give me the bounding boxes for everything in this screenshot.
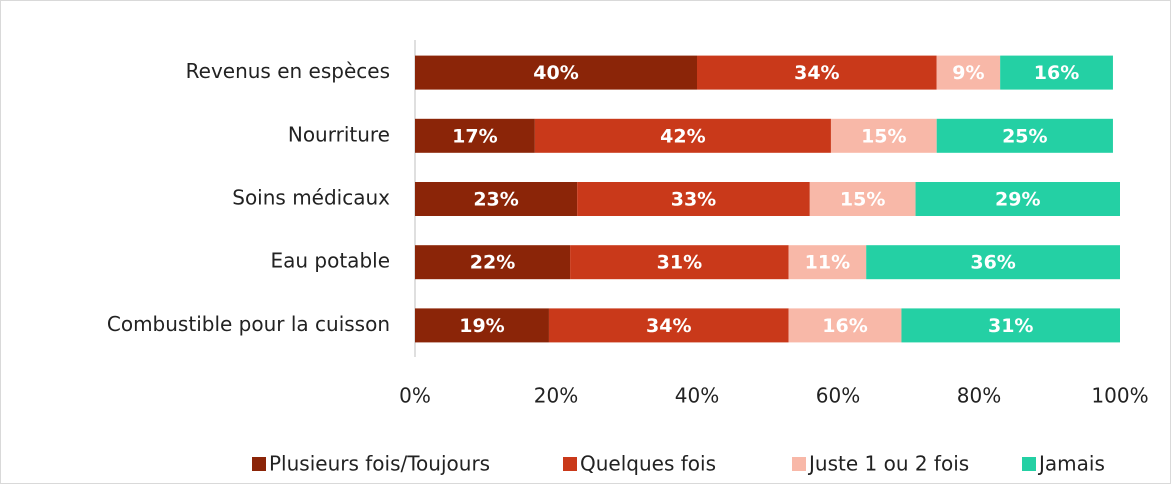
x-tick-label: 20% — [534, 384, 578, 408]
data-label: 11% — [805, 252, 850, 274]
legend-swatch — [1022, 457, 1036, 471]
data-label: 34% — [794, 62, 839, 84]
data-label: 34% — [646, 315, 691, 337]
data-label: 15% — [840, 189, 885, 211]
legend-label: Juste 1 ou 2 fois — [807, 452, 969, 476]
x-tick-label: 0% — [399, 384, 431, 408]
legend-swatch — [252, 457, 266, 471]
legend-label: Jamais — [1037, 452, 1105, 476]
legend-label: Plusieurs fois/Toujours — [269, 452, 490, 476]
bar-segment — [415, 308, 549, 343]
data-label: 25% — [1002, 125, 1047, 147]
y-tick-label: Nourriture — [288, 122, 390, 146]
data-label: 19% — [459, 315, 504, 337]
bar-segment — [901, 308, 1120, 343]
bar-segment — [788, 245, 867, 280]
bar-segment — [577, 182, 810, 216]
data-label: 9% — [952, 62, 984, 84]
bar-segment — [866, 245, 1120, 280]
data-label: 33% — [671, 189, 716, 211]
bar-segment — [415, 182, 578, 216]
data-label: 17% — [452, 125, 497, 147]
bar-segment — [534, 118, 831, 153]
bar-segment — [830, 118, 937, 153]
y-tick-label: Soins médicaux — [232, 186, 390, 210]
bar-segment — [1000, 55, 1113, 90]
legend-swatch — [563, 457, 577, 471]
y-tick-label: Combustible pour la cuisson — [107, 312, 390, 336]
bar-segment — [697, 55, 937, 90]
y-tick-label: Eau potable — [270, 249, 390, 273]
bar-segment — [915, 182, 1120, 216]
data-label: 29% — [995, 189, 1040, 211]
y-tick-label: Revenus en espèces — [186, 59, 390, 83]
x-tick-label: 40% — [675, 384, 719, 408]
data-label: 31% — [657, 252, 702, 274]
data-label: 40% — [533, 62, 578, 84]
x-tick-label: 100% — [1091, 384, 1148, 408]
data-label: 16% — [822, 315, 867, 337]
bar-segment — [936, 118, 1113, 153]
legend-swatch — [792, 457, 806, 471]
data-label: 22% — [470, 252, 515, 274]
data-label: 16% — [1034, 62, 1079, 84]
legend-label: Quelques fois — [580, 452, 716, 476]
data-label: 42% — [660, 125, 705, 147]
x-tick-label: 60% — [816, 384, 860, 408]
data-label: 15% — [861, 125, 906, 147]
data-label: 31% — [988, 315, 1033, 337]
bar-segment — [936, 55, 1001, 90]
x-tick-label: 80% — [957, 384, 1001, 408]
data-label: 23% — [473, 189, 518, 211]
bar-segment — [788, 308, 902, 343]
bar-segment — [548, 308, 789, 343]
bar-segment — [570, 245, 789, 280]
bar-segment — [415, 55, 697, 90]
bar-segment — [415, 118, 535, 153]
bar-segment — [415, 245, 571, 280]
data-label: 36% — [970, 252, 1015, 274]
bar-segment — [809, 182, 916, 216]
